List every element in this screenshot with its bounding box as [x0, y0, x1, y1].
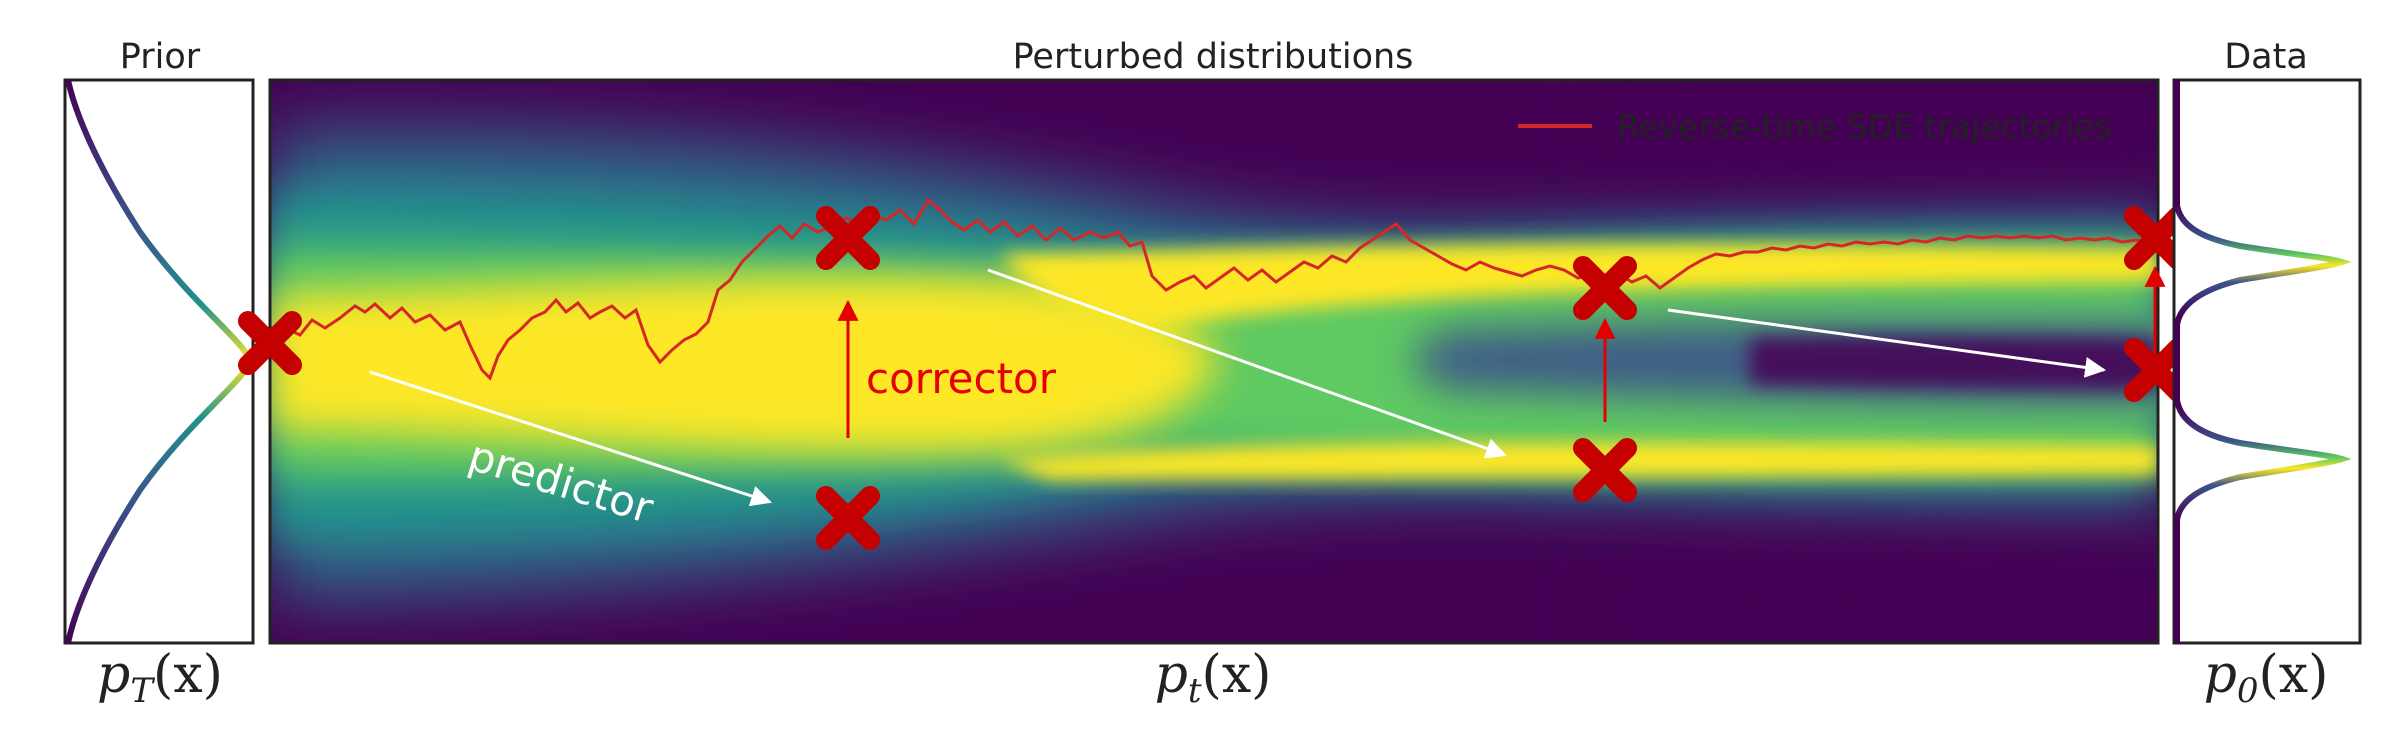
corrector-label: corrector: [866, 354, 1057, 403]
data-frame: [2172, 78, 2362, 645]
predictor-arrow-3: [1667, 308, 2107, 378]
prior-title: Prior: [120, 37, 201, 77]
prior-panel: [63, 78, 255, 645]
legend-label: Reverse-time SDE trajectories: [1617, 107, 2112, 146]
predictor-arrow-2: [987, 268, 1507, 459]
density-heatmap: [270, 80, 2158, 643]
perturbed-title: Perturbed distributions: [1013, 37, 1414, 77]
prior-frame: [63, 78, 255, 645]
perturbed-panel: Reverse-time SDE trajectories predictor …: [268, 78, 2166, 645]
data-panel: [2172, 78, 2362, 645]
perturbed-xlabel: pt(x): [1155, 645, 1272, 711]
data-xlabel: p0(x): [2204, 645, 2329, 711]
prior-xlabel: pT(x): [97, 645, 223, 711]
legend: Reverse-time SDE trajectories: [1518, 107, 2112, 146]
predictor-arrow-1: [369, 370, 772, 507]
data-density-curve: [2174, 80, 2352, 643]
sde-trajectory: [269, 197, 2159, 381]
data-title: Data: [2224, 37, 2308, 77]
